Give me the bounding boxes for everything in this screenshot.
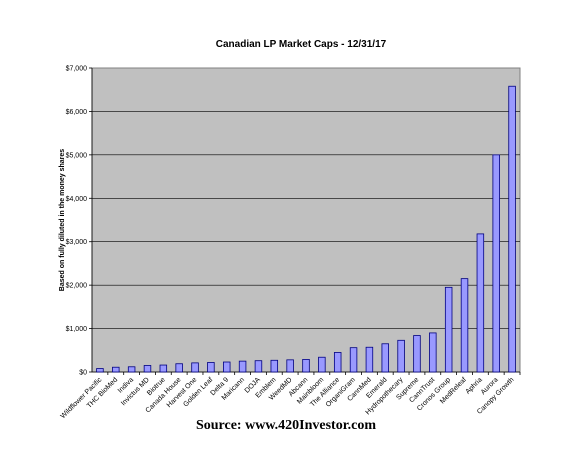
bar [381,343,389,373]
y-tick-label: $4,000 [66,196,88,203]
bar [349,347,358,373]
bar [333,352,342,373]
y-axis-label: Based on fully diluted in the money shar… [59,149,66,291]
bar [476,233,485,373]
bar [254,360,263,373]
bar [112,366,120,373]
y-tick-label: $7,000 [66,66,88,73]
plot-background [91,67,521,373]
bar [143,365,152,373]
source-caption: Source: www.420Investor.com [195,418,377,433]
bar [223,361,231,373]
bar [460,278,469,373]
bar [159,364,168,373]
chart-title: Canadian LP Market Caps - 12/31/17 [216,39,387,50]
y-tick-label: $2,000 [66,283,88,290]
plot-area: $0 $1,000 $2,000 $3,000 $4,000 $5,000 $6,000 $7… [60,66,521,420]
bar [207,362,215,373]
y-tick-label: $1,000 [66,326,88,333]
bar [191,362,199,373]
bar [286,359,294,373]
y-tick-label: $0 [79,370,87,377]
bar [270,359,279,373]
bar [365,346,374,373]
bar [127,366,136,373]
bar [492,154,500,373]
bar [238,360,247,373]
bar [508,85,516,373]
y-tick-label: $5,000 [66,152,88,159]
y-tick-label: $3,000 [66,239,88,246]
bar [318,356,326,373]
bar [444,286,453,373]
bar [96,368,104,373]
bar [429,332,437,373]
bar [302,359,310,373]
bar [175,363,183,373]
bar [397,339,405,373]
bar [413,335,421,373]
y-tick-label: $6,000 [66,109,88,116]
